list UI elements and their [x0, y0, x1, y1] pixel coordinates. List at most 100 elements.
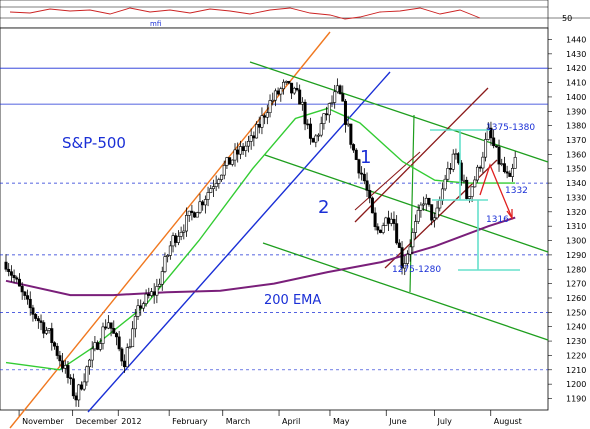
candle-body	[163, 256, 167, 272]
candle-body	[505, 171, 509, 174]
candle-body	[449, 168, 453, 170]
ema200-label: 200 EMA	[264, 293, 321, 308]
candle-body	[174, 235, 178, 243]
cyan-annotations	[430, 129, 520, 271]
candle-body	[397, 242, 401, 248]
candle-body	[241, 146, 245, 151]
candle-body	[176, 236, 180, 243]
candle-body	[244, 145, 248, 151]
candle-body	[52, 342, 56, 347]
wedge-line-upper	[354, 87, 489, 223]
y-tick-label: 1310	[566, 222, 586, 231]
candle-body	[236, 149, 240, 155]
candle-body	[414, 221, 418, 233]
candle-body	[252, 135, 256, 139]
candle-body	[34, 314, 38, 319]
mfi-level-label: 50	[562, 14, 572, 23]
candle-body	[203, 199, 207, 206]
candle-body	[20, 285, 24, 293]
candle-body	[314, 135, 318, 143]
candle-body	[141, 303, 145, 309]
wave-1-label: 1	[360, 147, 371, 168]
candle-body	[131, 328, 135, 348]
mfi-line	[9, 7, 481, 20]
x-tick-label: February	[172, 417, 208, 426]
candle-body	[230, 159, 234, 165]
candle-body	[15, 277, 19, 280]
candle-body	[303, 101, 307, 125]
candle-body	[432, 217, 436, 221]
candle-body	[422, 203, 426, 206]
candle-body	[117, 336, 121, 350]
candle-body	[443, 178, 447, 190]
candle-body	[66, 365, 70, 378]
y-tick-label: 1370	[566, 136, 586, 145]
candle-body	[292, 87, 296, 94]
candle-body	[279, 88, 283, 95]
candle-body	[149, 291, 153, 296]
candle-body	[508, 172, 512, 177]
support-1316-label: 1316	[486, 215, 509, 225]
candle-body	[454, 153, 458, 155]
candle-body	[419, 204, 423, 211]
candle-body	[427, 197, 431, 205]
candle-body	[17, 278, 21, 287]
candle-body	[411, 232, 415, 248]
candle-body	[50, 328, 54, 343]
candle-body	[125, 347, 129, 368]
candle-body	[287, 81, 291, 84]
candle-body	[451, 153, 455, 170]
candle-body	[276, 90, 280, 95]
candle-body	[36, 318, 40, 322]
candle-body	[152, 291, 156, 296]
candle-body	[12, 275, 16, 279]
candle-body	[74, 395, 78, 401]
y-tick-label: 1270	[566, 280, 586, 289]
candle-body	[90, 348, 94, 361]
y-tick-label: 1380	[566, 122, 586, 131]
candle-body	[343, 100, 347, 125]
x-tick-label: June	[388, 417, 407, 426]
candle-body	[308, 123, 312, 139]
candle-body	[392, 218, 396, 224]
candle-body	[246, 140, 250, 147]
y-tick-label: 1360	[566, 150, 586, 159]
candle-body	[222, 165, 226, 176]
channel-middle	[264, 154, 549, 253]
y-tick-label: 1400	[566, 93, 586, 102]
candle-body	[263, 115, 267, 118]
candle-body	[319, 123, 323, 136]
candle-body	[211, 186, 215, 189]
support-zone-label: 1275-1280	[392, 265, 441, 275]
green-vertical-line	[409, 114, 415, 293]
candle-body	[465, 179, 469, 199]
candle-body	[282, 81, 286, 90]
channel-lower	[262, 242, 549, 341]
candle-body	[69, 377, 73, 380]
candle-body	[330, 102, 334, 104]
candle-body	[306, 123, 310, 126]
candle-body	[478, 166, 482, 169]
candle-body	[158, 283, 162, 287]
candle-body	[408, 246, 412, 255]
channel-upper	[249, 61, 549, 163]
candle-body	[290, 82, 294, 94]
candle-body	[185, 215, 189, 232]
candle-body	[378, 229, 382, 233]
candle-body	[147, 293, 151, 296]
candle-body	[470, 186, 474, 197]
candle-body	[120, 348, 124, 362]
y-tick-label: 1240	[566, 323, 586, 332]
candle-body	[438, 200, 442, 209]
candle-body	[42, 322, 46, 334]
candle-body	[389, 218, 393, 224]
candle-body	[79, 384, 83, 390]
x-tick-label: August	[494, 417, 522, 426]
candle-body	[317, 134, 321, 137]
wave-2-label: 2	[318, 197, 329, 218]
candle-body	[168, 245, 172, 256]
candle-body	[106, 322, 110, 329]
candle-body	[492, 137, 496, 147]
grid	[0, 67, 548, 371]
